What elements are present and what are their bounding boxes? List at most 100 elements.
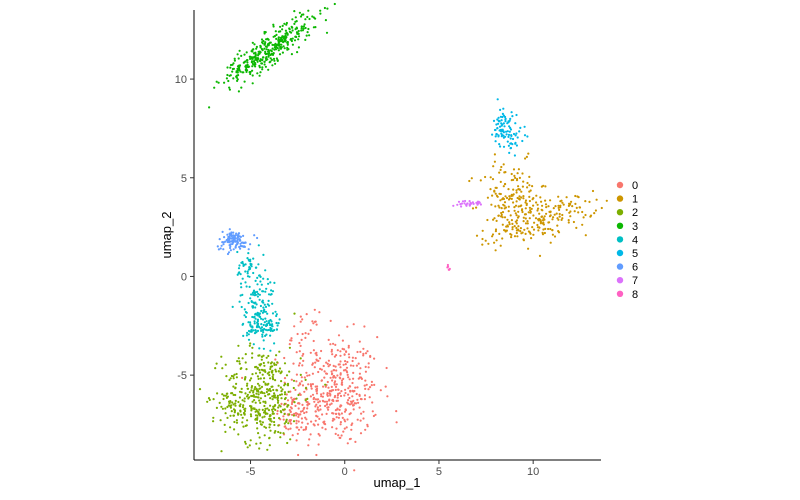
data-point: [499, 192, 502, 196]
data-point: [584, 213, 587, 217]
data-point: [261, 373, 264, 376]
data-point: [283, 362, 287, 365]
data-point: [558, 212, 561, 216]
data-point: [357, 362, 360, 365]
data-point: [468, 200, 471, 203]
data-point: [370, 384, 373, 387]
legend-key: [616, 222, 624, 229]
data-point: [258, 399, 261, 402]
data-point: [269, 389, 272, 393]
data-point: [268, 426, 271, 429]
data-point: [233, 373, 236, 376]
data-point: [238, 360, 241, 363]
data-point: [572, 220, 576, 224]
data-point: [232, 403, 235, 406]
data-point: [354, 440, 357, 443]
data-point: [244, 377, 247, 380]
data-point: [270, 293, 273, 296]
data-point: [344, 360, 347, 363]
data-point: [282, 45, 285, 48]
data-point: [266, 448, 269, 451]
data-point: [265, 320, 268, 323]
data-point: [306, 401, 309, 404]
data-point: [257, 377, 260, 380]
y-tick-label: 0: [181, 271, 187, 283]
data-point: [522, 197, 525, 200]
data-point: [285, 374, 289, 377]
data-point: [224, 412, 227, 415]
data-point: [249, 321, 252, 324]
data-point: [514, 142, 517, 145]
x-tick-label: 0: [342, 466, 348, 478]
data-point: [276, 401, 280, 404]
data-point: [256, 382, 260, 385]
data-point: [280, 43, 283, 46]
data-point: [352, 323, 355, 326]
data-point: [234, 402, 237, 405]
data-point: [318, 311, 321, 314]
data-point: [259, 377, 262, 380]
data-point: [287, 422, 290, 425]
data-point: [499, 128, 502, 132]
data-point: [232, 234, 235, 237]
data-point: [269, 60, 272, 63]
data-point: [497, 116, 500, 119]
data-point: [320, 349, 323, 353]
data-point: [299, 15, 303, 18]
data-point: [370, 380, 373, 383]
data-point: [506, 130, 509, 133]
data-point: [332, 369, 335, 372]
data-point: [256, 367, 259, 370]
data-point: [246, 382, 249, 385]
data-point: [240, 245, 243, 248]
data-point: [344, 391, 347, 395]
data-point: [245, 285, 248, 288]
data-point: [351, 395, 354, 398]
data-point: [278, 404, 281, 407]
data-point: [281, 35, 284, 39]
data-point: [339, 366, 342, 369]
data-point: [247, 248, 250, 251]
data-point: [560, 218, 563, 221]
data-point: [319, 408, 322, 411]
data-point: [251, 400, 254, 403]
data-point: [219, 247, 222, 250]
data-point: [245, 51, 248, 54]
data-point: [264, 65, 267, 68]
data-point: [274, 368, 277, 371]
data-point: [515, 222, 518, 225]
data-point: [264, 290, 267, 293]
data-point: [333, 396, 336, 399]
data-point: [507, 198, 511, 201]
data-point: [272, 52, 275, 55]
data-point: [315, 354, 318, 357]
data-point: [288, 413, 291, 416]
data-point: [265, 390, 268, 394]
data-point: [541, 209, 544, 212]
data-point: [255, 45, 258, 49]
data-point: [304, 378, 307, 381]
data-point: [515, 132, 518, 135]
data-point: [490, 203, 493, 206]
data-point: [243, 53, 246, 56]
legend-key: [616, 290, 624, 297]
data-point: [217, 81, 220, 84]
data-point: [261, 299, 264, 302]
data-point: [366, 423, 369, 426]
data-point: [299, 410, 303, 413]
data-point: [251, 346, 254, 349]
data-point: [220, 450, 223, 453]
data-point: [336, 349, 339, 352]
data-point: [246, 393, 249, 396]
data-point: [329, 343, 332, 346]
data-point: [341, 416, 344, 419]
series-3-points: [208, 2, 336, 109]
data-point: [218, 401, 221, 404]
data-point: [510, 111, 513, 114]
data-point: [549, 241, 552, 244]
data-point: [257, 53, 260, 56]
data-point: [256, 396, 259, 399]
data-point: [264, 269, 267, 272]
data-point: [311, 383, 314, 386]
data-point: [353, 469, 356, 472]
